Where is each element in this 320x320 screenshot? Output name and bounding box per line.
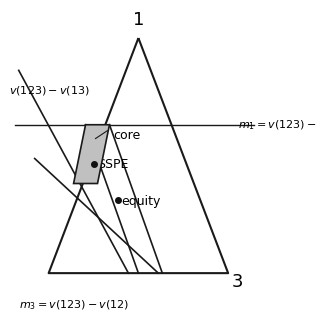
Text: SSPE: SSPE — [98, 158, 129, 171]
Text: equity: equity — [122, 195, 161, 208]
Polygon shape — [74, 125, 109, 183]
Text: 3: 3 — [232, 273, 244, 291]
Text: 1: 1 — [133, 11, 144, 29]
Text: $v(123) - v(13)$: $v(123) - v(13)$ — [9, 84, 89, 97]
Text: core: core — [114, 129, 141, 141]
Text: $m_1 = v(123)-$: $m_1 = v(123)-$ — [238, 118, 317, 132]
Text: $m_3 = v(123) - v(12)$: $m_3 = v(123) - v(12)$ — [19, 299, 129, 312]
